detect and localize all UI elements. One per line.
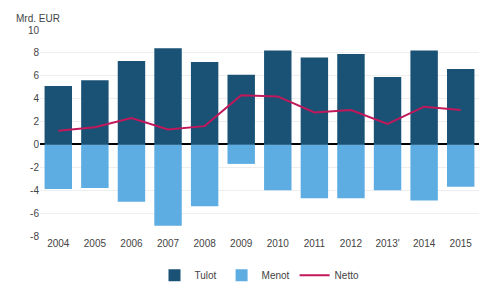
svg-text:Netto: Netto	[335, 270, 359, 281]
svg-text:Mrd. EUR: Mrd. EUR	[16, 13, 60, 24]
svg-text:-4: -4	[30, 185, 39, 196]
svg-text:2013': 2013'	[375, 238, 399, 249]
svg-text:2004: 2004	[47, 238, 70, 249]
svg-text:2005: 2005	[84, 238, 107, 249]
svg-text:4: 4	[33, 93, 39, 104]
svg-text:2010: 2010	[267, 238, 290, 249]
svg-text:2012: 2012	[340, 238, 363, 249]
svg-text:2008: 2008	[194, 238, 217, 249]
svg-text:2007: 2007	[157, 238, 180, 249]
svg-text:8: 8	[33, 47, 39, 58]
svg-text:Menot: Menot	[262, 270, 290, 281]
svg-text:2009: 2009	[230, 238, 253, 249]
svg-text:2006: 2006	[120, 238, 143, 249]
svg-text:2015: 2015	[450, 238, 473, 249]
svg-text:2: 2	[33, 116, 39, 127]
svg-text:2011: 2011	[304, 238, 326, 249]
svg-text:-6: -6	[30, 208, 39, 219]
svg-text:6: 6	[33, 70, 39, 81]
svg-text:-2: -2	[30, 162, 39, 173]
svg-text:Tulot: Tulot	[195, 270, 217, 281]
svg-text:10: 10	[28, 25, 40, 36]
svg-text:2014: 2014	[413, 238, 436, 249]
svg-text:-8: -8	[30, 231, 39, 242]
svg-text:0: 0	[33, 139, 39, 150]
